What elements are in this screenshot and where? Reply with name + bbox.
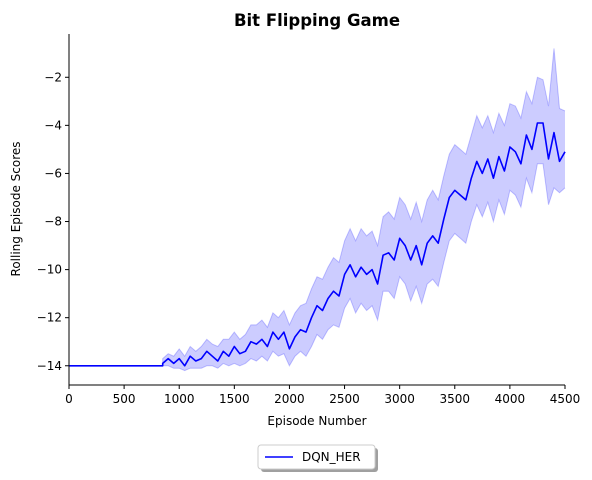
y-tick-label: −10 [37,263,62,277]
series-0-line [69,122,566,367]
x-tick-label: 2500 [329,392,360,406]
x-tick-label: 0 [65,392,73,406]
x-tick-label: 4000 [495,392,526,406]
plot-area [69,48,566,372]
series-0-band-upper [69,48,566,367]
y-ticks: −14 −12 −10 −8 −6 −4 −2 [37,70,69,373]
x-tick-label: 500 [113,392,136,406]
chart-title: Bit Flipping Game [234,11,400,30]
y-tick-label: −14 [37,359,62,373]
y-tick-label: −8 [44,215,62,229]
legend-label: DQN_HER [302,450,361,464]
series-0-band [69,48,565,371]
x-axis-label: Episode Number [267,414,366,428]
y-axis-label: Rolling Episode Scores [9,142,23,277]
y-tick-label: −6 [44,166,62,180]
legend-box [257,444,376,470]
x-tick-label: 2000 [274,392,305,406]
x-tick-label: 1000 [164,392,195,406]
x-tick-label: 1500 [219,392,250,406]
x-tick-label: 3500 [440,392,471,406]
x-tick-label: 4500 [550,392,581,406]
legend: DQN_HER [257,444,378,472]
y-tick-label: −12 [37,311,62,325]
y-tick-label: −4 [44,118,62,132]
x-ticks: 0 500 1000 1500 2000 2500 3000 3500 4000 4500 [65,385,580,406]
y-tick-label: −2 [44,70,62,84]
x-tick-label: 3000 [384,392,415,406]
series-0-band-lower [69,163,566,372]
